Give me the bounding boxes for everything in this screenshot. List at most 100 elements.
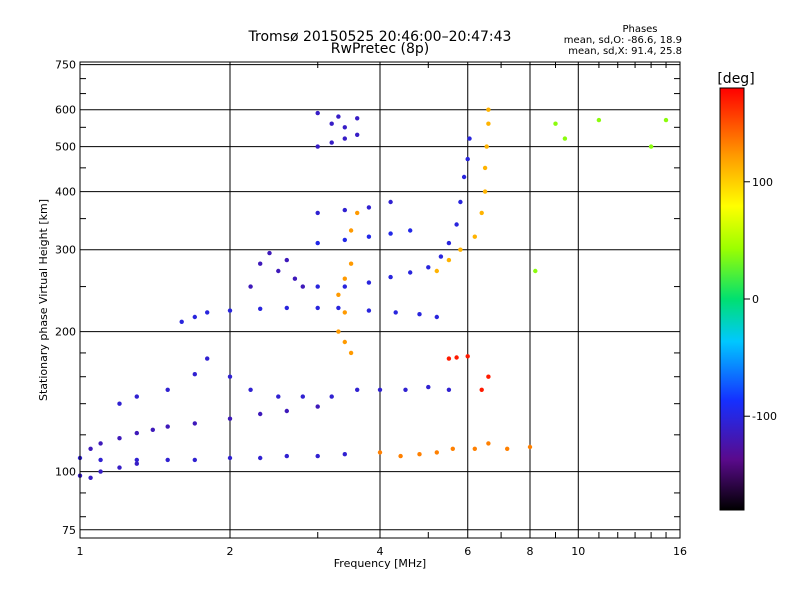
data-point: [398, 453, 403, 459]
data-point: [342, 125, 347, 130]
data-point: [205, 310, 210, 315]
x-ticks: 1 2 4 6 8 10 16: [77, 62, 687, 558]
data-point: [165, 387, 170, 392]
data-point: [417, 452, 422, 457]
data-point: [98, 457, 103, 463]
colorbar-ticks: 100 0 -100: [744, 176, 777, 423]
data-point: [276, 268, 281, 274]
colorbar-label: [deg]: [717, 71, 754, 87]
data-point: [329, 140, 334, 145]
data-point: [134, 461, 139, 466]
data-point: [648, 144, 654, 149]
data-point: [366, 234, 372, 239]
data-point: [403, 387, 408, 392]
data-point: [393, 310, 398, 315]
data-point: [486, 374, 491, 379]
data-point: [267, 250, 272, 256]
data-point: [408, 228, 413, 233]
data-point: [366, 308, 372, 313]
data-point: [165, 457, 170, 463]
data-point: [336, 329, 341, 334]
data-point: [446, 356, 452, 361]
data-point: [315, 284, 320, 289]
data-point: [434, 268, 439, 274]
data-point: [505, 446, 510, 451]
data-point: [329, 121, 334, 126]
data-point: [446, 240, 452, 246]
x-tick-label: 6: [464, 545, 471, 558]
data-point: [450, 446, 455, 451]
x-tick-label: 10: [571, 545, 585, 558]
data-point: [355, 210, 360, 216]
y-tick-label: 75: [62, 524, 76, 537]
data-point: [315, 453, 320, 459]
data-point: [192, 314, 197, 320]
data-point: [134, 430, 139, 436]
data-point: [134, 394, 139, 399]
data-point: [377, 450, 383, 455]
colorbar-tick-label: 0: [752, 293, 759, 306]
data-point: [342, 452, 347, 457]
data-point: [300, 394, 305, 399]
data-point: [227, 455, 233, 461]
y-tick-label: 400: [55, 186, 76, 199]
data-point: [527, 444, 533, 450]
x-tick-label: 4: [377, 545, 384, 558]
data-point: [472, 446, 477, 451]
data-point: [248, 387, 253, 392]
data-point: [205, 356, 210, 361]
plot-frame: [79, 61, 681, 539]
data-point: [165, 424, 170, 429]
data-point: [329, 394, 334, 399]
data-point: [348, 228, 354, 233]
data-point: [458, 199, 463, 205]
data-point: [486, 441, 491, 446]
data-point: [438, 254, 444, 259]
data-point: [388, 199, 393, 205]
data-point: [227, 416, 233, 421]
data-point: [117, 465, 122, 470]
y-tick-label: 750: [55, 59, 76, 72]
data-point: [467, 136, 472, 141]
data-point: [479, 387, 484, 392]
y-tick-label: 200: [55, 326, 76, 339]
data-point: [336, 305, 341, 311]
data-point: [388, 231, 393, 236]
data-point: [315, 240, 320, 246]
data-point: [426, 265, 431, 270]
data-point: [342, 237, 347, 243]
data-point: [426, 384, 431, 390]
x-axis-label: Frequency [MHz]: [334, 557, 426, 570]
data-point: [336, 292, 341, 297]
data-point: [315, 110, 320, 116]
data-point: [484, 144, 489, 149]
data-point: [342, 310, 347, 315]
data-point: [227, 374, 233, 379]
stats-heading: Phases: [622, 24, 657, 35]
data-point: [562, 136, 568, 141]
data-point: [98, 469, 103, 474]
data-point: [117, 436, 122, 441]
x-tick-label: 2: [227, 545, 234, 558]
data-point: [179, 319, 184, 324]
data-point: [458, 247, 463, 252]
data-point: [292, 276, 298, 281]
data-point: [596, 117, 602, 123]
data-point: [258, 306, 263, 311]
data-point: [258, 411, 263, 417]
data-point: [454, 222, 459, 227]
data-point: [417, 312, 422, 317]
data-point: [315, 144, 320, 149]
data-point: [479, 210, 484, 216]
data-point: [454, 355, 459, 360]
data-point: [482, 189, 488, 194]
data-point: [355, 132, 360, 137]
data-point: [258, 455, 263, 461]
data-point: [284, 257, 289, 263]
chart-title: Tromsø 20150525 20:46:00–20:47:43: [248, 29, 512, 45]
data-point: [446, 387, 452, 392]
chart-subtitle: RwPretec (8p): [331, 41, 429, 57]
data-point: [88, 475, 93, 480]
data-point: [284, 453, 289, 459]
